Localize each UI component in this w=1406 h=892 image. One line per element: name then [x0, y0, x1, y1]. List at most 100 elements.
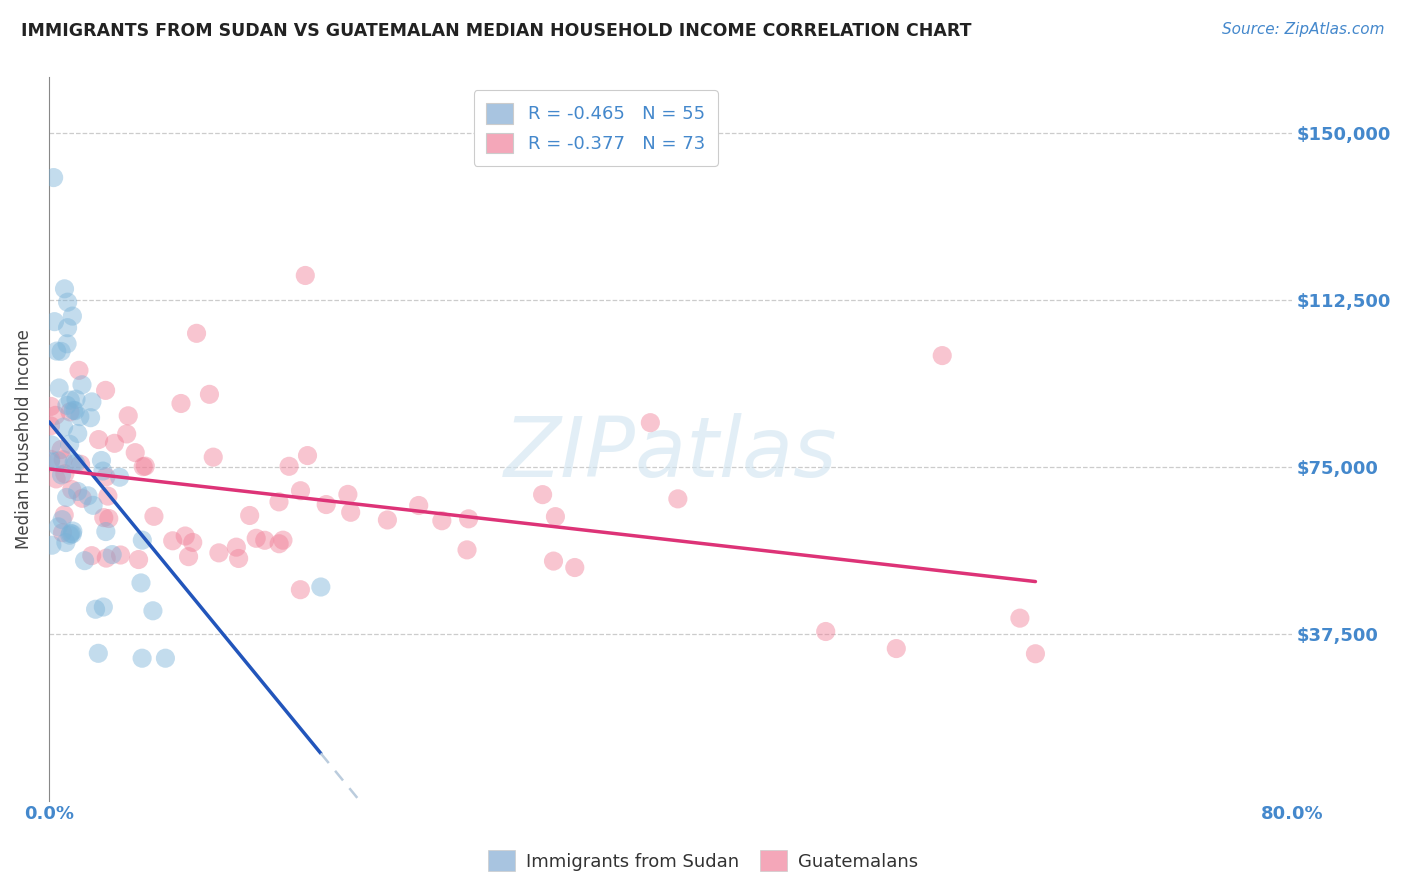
- Point: [44, 409, 66, 423]
- Point: [186, 326, 208, 341]
- Point: [96, 551, 118, 566]
- Point: [1024, 647, 1046, 661]
- Point: [49, 442, 72, 457]
- Point: [66, 426, 89, 441]
- Point: [53, 282, 76, 296]
- Point: [62, 524, 84, 538]
- Point: [53, 508, 76, 522]
- Point: [46, 520, 69, 534]
- Point: [63, 456, 86, 470]
- Point: [208, 546, 231, 560]
- Point: [245, 531, 267, 545]
- Point: [129, 576, 152, 591]
- Point: [77, 489, 100, 503]
- Point: [55, 535, 77, 549]
- Point: [53, 467, 76, 481]
- Point: [131, 533, 153, 548]
- Point: [640, 416, 662, 430]
- Point: [457, 512, 479, 526]
- Point: [67, 363, 90, 377]
- Point: [60, 483, 83, 497]
- Point: [110, 548, 132, 562]
- Point: [142, 509, 165, 524]
- Point: [55, 491, 77, 505]
- Point: [90, 453, 112, 467]
- Point: [336, 487, 359, 501]
- Point: [271, 533, 294, 548]
- Point: [131, 651, 153, 665]
- Point: [97, 511, 120, 525]
- Point: [59, 393, 82, 408]
- Point: [253, 533, 276, 548]
- Point: [309, 580, 332, 594]
- Point: [51, 467, 73, 482]
- Point: [56, 320, 79, 334]
- Point: [45, 344, 67, 359]
- Point: [94, 524, 117, 539]
- Point: [124, 445, 146, 459]
- Point: [339, 505, 361, 519]
- Point: [132, 459, 155, 474]
- Point: [87, 433, 110, 447]
- Point: [59, 528, 82, 542]
- Point: [65, 456, 87, 470]
- Point: [97, 489, 120, 503]
- Point: [84, 602, 107, 616]
- Point: [80, 549, 103, 563]
- Point: [117, 409, 139, 423]
- Point: [94, 384, 117, 398]
- Point: [66, 484, 89, 499]
- Point: [70, 377, 93, 392]
- Point: [46, 454, 69, 468]
- Point: [297, 449, 319, 463]
- Text: ZIPatlas: ZIPatlas: [503, 413, 837, 494]
- Point: [94, 470, 117, 484]
- Point: [82, 499, 104, 513]
- Point: [543, 554, 565, 568]
- Point: [63, 403, 86, 417]
- Point: [80, 395, 103, 409]
- Point: [290, 483, 312, 498]
- Point: [44, 315, 66, 329]
- Point: [239, 508, 262, 523]
- Point: [294, 268, 316, 283]
- Point: [70, 491, 93, 506]
- Point: [59, 526, 82, 541]
- Point: [87, 646, 110, 660]
- Point: [56, 295, 79, 310]
- Legend: Immigrants from Sudan, Guatemalans: Immigrants from Sudan, Guatemalans: [481, 843, 925, 879]
- Point: [41, 438, 63, 452]
- Point: [430, 514, 453, 528]
- Point: [814, 624, 837, 639]
- Point: [456, 542, 478, 557]
- Point: [884, 641, 907, 656]
- Point: [228, 551, 250, 566]
- Point: [531, 488, 554, 502]
- Point: [170, 396, 193, 410]
- Point: [1008, 611, 1031, 625]
- Point: [174, 529, 197, 543]
- Point: [51, 525, 73, 540]
- Point: [65, 392, 87, 407]
- Point: [56, 336, 79, 351]
- Point: [39, 455, 62, 469]
- Point: [103, 436, 125, 450]
- Point: [41, 538, 63, 552]
- Y-axis label: Median Household Income: Median Household Income: [15, 329, 32, 549]
- Point: [62, 403, 84, 417]
- Point: [52, 452, 75, 467]
- Legend: R = -0.465   N = 55, R = -0.377   N = 73: R = -0.465 N = 55, R = -0.377 N = 73: [474, 90, 718, 166]
- Point: [39, 418, 62, 433]
- Point: [181, 535, 204, 549]
- Point: [69, 409, 91, 424]
- Point: [564, 560, 586, 574]
- Point: [134, 459, 156, 474]
- Point: [60, 309, 83, 323]
- Point: [59, 405, 82, 419]
- Point: [52, 420, 75, 434]
- Point: [290, 582, 312, 597]
- Point: [269, 537, 291, 551]
- Point: [39, 400, 62, 414]
- Point: [39, 452, 62, 467]
- Point: [666, 491, 689, 506]
